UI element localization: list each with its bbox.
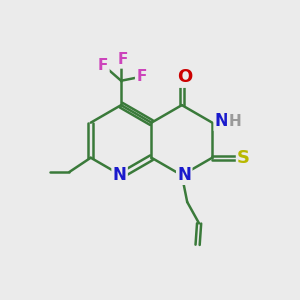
Text: N: N [215,112,229,130]
Text: F: F [98,58,109,73]
Text: F: F [117,52,128,68]
Text: O: O [177,68,193,86]
Text: H: H [228,114,241,129]
Text: F: F [136,69,146,84]
Text: N: N [177,166,191,184]
Text: N: N [113,166,127,184]
Text: S: S [237,149,250,167]
